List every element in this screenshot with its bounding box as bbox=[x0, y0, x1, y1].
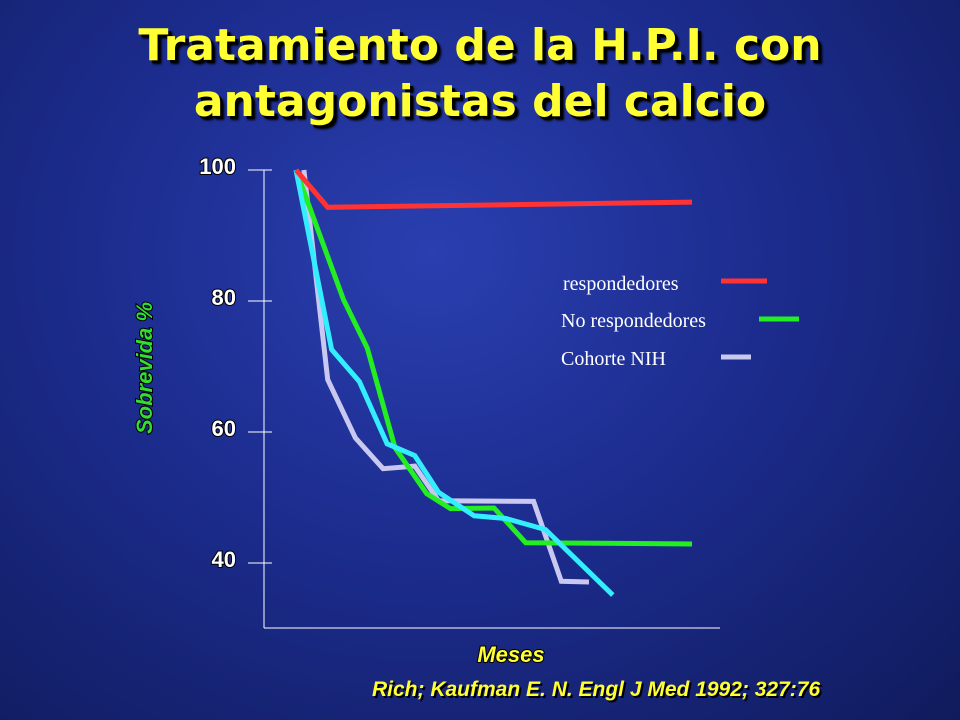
series-lines bbox=[293, 168, 693, 597]
axes: 100 80 60 40 Sobrevida % Meses bbox=[131, 153, 720, 668]
y-axis-title: Sobrevida % bbox=[132, 302, 157, 434]
series-line bbox=[294, 168, 693, 210]
slide-title-line-2: antagonistas del calcio bbox=[193, 76, 767, 127]
series-line bbox=[301, 169, 590, 585]
y-tick-label: 60 bbox=[212, 416, 236, 441]
legend-label: No respondedores bbox=[561, 310, 706, 332]
legend: respondedores No respondedores Cohorte NIH bbox=[561, 273, 799, 370]
slide-title: Tratamiento de la H.P.I. con antagonista… bbox=[0, 18, 960, 130]
series-line bbox=[293, 169, 615, 597]
citation: Rich; Kaufman E. N. Engl J Med 1992; 327… bbox=[372, 678, 821, 701]
x-axis-title: Meses bbox=[477, 642, 544, 667]
y-tick-label: 80 bbox=[212, 285, 236, 310]
y-tick-label: 100 bbox=[199, 154, 236, 179]
legend-label: Cohorte NIH bbox=[561, 348, 666, 370]
series-line bbox=[293, 169, 693, 547]
slide-title-line-1: Tratamiento de la H.P.I. con bbox=[138, 20, 822, 71]
y-tick-label: 40 bbox=[212, 547, 236, 572]
legend-label: respondedores bbox=[563, 273, 679, 295]
